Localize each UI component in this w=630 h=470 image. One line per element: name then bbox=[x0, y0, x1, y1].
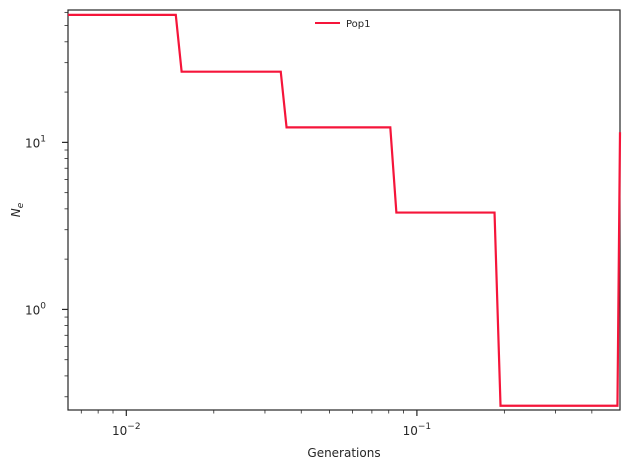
x-axis-label: Generations bbox=[307, 446, 380, 460]
x-tick-label: 10−1 bbox=[403, 422, 432, 438]
x-tick-label: 10−2 bbox=[112, 422, 141, 438]
series-group bbox=[68, 13, 622, 407]
major-ticks: 10−2 10−1 100 101 bbox=[25, 134, 431, 438]
legend-label-pop1: Pop1 bbox=[346, 19, 371, 30]
y-tick-label: 101 bbox=[25, 134, 46, 150]
y-axis-label: Ne bbox=[9, 202, 26, 217]
y-tick-label: 100 bbox=[25, 301, 46, 317]
minor-ticks bbox=[64, 11, 593, 414]
legend: Pop1 bbox=[315, 19, 371, 30]
plot-frame bbox=[67, 9, 621, 411]
series-line-pop1 bbox=[68, 13, 622, 407]
